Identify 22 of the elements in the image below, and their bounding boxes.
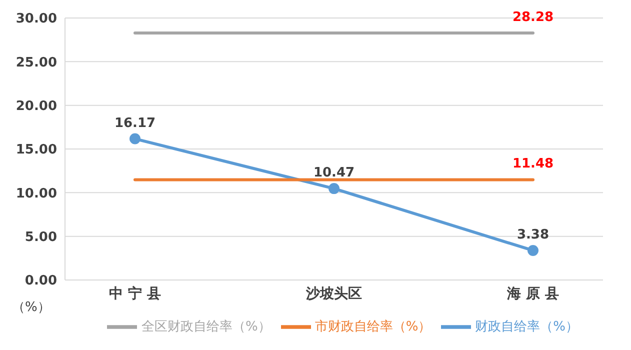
data-label: 16.17 bbox=[114, 116, 156, 131]
x-tick-label: 中 宁 县 bbox=[109, 284, 161, 302]
legend-label: 市财政自给率（%） bbox=[314, 320, 432, 335]
data-label: 28.28 bbox=[512, 10, 554, 26]
y-tick-label: 0.00 bbox=[24, 274, 57, 289]
point bbox=[528, 244, 538, 256]
y-tick-label: 15.00 bbox=[16, 142, 57, 158]
x-tick-label: 沙坡头区 bbox=[305, 286, 362, 302]
data-label: 11.48 bbox=[512, 156, 554, 172]
y-tick-label: 10.00 bbox=[16, 186, 57, 202]
data-label: 3.38 bbox=[516, 227, 550, 242]
legend-label: 全区财政自给率（%） bbox=[141, 320, 271, 335]
data-label: 10.47 bbox=[313, 166, 355, 181]
y-tick-label: 30.00 bbox=[16, 12, 57, 27]
y-tick-label: 5.00 bbox=[24, 230, 57, 245]
x-tick-label: 海 原 县 bbox=[506, 286, 559, 302]
y-axis-title: （%） bbox=[12, 299, 50, 316]
y-tick-label: 25.00 bbox=[16, 55, 57, 70]
point bbox=[328, 183, 340, 194]
y-tick-label: 20.00 bbox=[16, 98, 57, 114]
legend-label: 财政自给率（%） bbox=[475, 320, 579, 335]
point bbox=[130, 133, 140, 144]
